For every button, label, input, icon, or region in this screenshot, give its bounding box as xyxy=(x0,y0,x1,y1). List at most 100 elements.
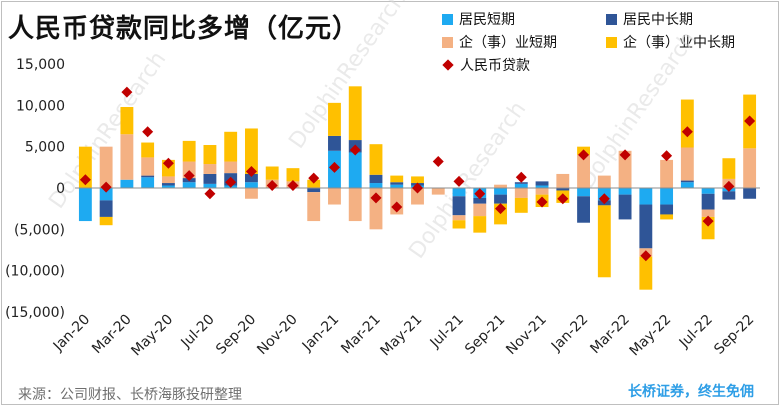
x-tick-label: Mar-22 xyxy=(587,312,633,358)
bar-segment xyxy=(535,181,549,186)
bar-segment xyxy=(141,175,155,178)
y-tick-label: (15,000) xyxy=(5,305,65,321)
loan-diamond-marker xyxy=(536,196,548,208)
loan-diamond-marker xyxy=(225,176,237,188)
bar-segment xyxy=(514,197,528,213)
bar-segment xyxy=(639,188,653,205)
bar-segment xyxy=(348,188,362,222)
loan-diamond-marker xyxy=(474,188,486,200)
legend-swatch-household-short xyxy=(442,13,453,25)
x-tick-label: Jan-22 xyxy=(548,312,591,355)
loan-diamond-marker xyxy=(204,188,216,200)
bar-segment xyxy=(743,148,757,188)
loan-diamond-marker xyxy=(412,182,423,194)
bar-segment xyxy=(535,188,549,195)
bar-segment xyxy=(328,102,341,136)
y-tick-label: (10,000) xyxy=(5,264,65,280)
bar-segment xyxy=(452,215,466,221)
bar-segment xyxy=(660,214,674,220)
bar-segment xyxy=(245,128,258,174)
x-tick-label: Mar-20 xyxy=(89,312,135,358)
y-tick-label: (5,000) xyxy=(14,222,65,238)
bar-segment xyxy=(473,216,487,233)
loan-diamond-marker xyxy=(557,193,569,205)
bar-segment xyxy=(743,188,757,199)
watermark-text: DolphinResearch xyxy=(284,0,411,153)
bar-segment xyxy=(369,174,383,184)
bar-segment xyxy=(680,147,694,181)
bar-segment xyxy=(203,173,217,184)
loan-diamond-marker xyxy=(266,180,278,192)
loan-diamond-marker xyxy=(619,149,631,161)
bar-segment xyxy=(577,154,590,188)
loan-diamond-marker xyxy=(100,181,112,193)
loan-diamond-marker xyxy=(328,161,340,173)
bar-segment xyxy=(369,183,383,188)
loan-diamond-marker xyxy=(121,86,133,98)
bar-segment xyxy=(660,159,674,188)
bar-segment xyxy=(701,188,715,194)
y-tick-label: 15,000 xyxy=(16,57,65,73)
x-tick-label: Sep-22 xyxy=(711,312,757,358)
x-tick-label: Sep-20 xyxy=(213,312,259,358)
bar-segment xyxy=(514,188,528,198)
bar-segment xyxy=(411,176,424,184)
bar-segment xyxy=(494,194,507,204)
bar-segment xyxy=(639,256,653,290)
bar-segment xyxy=(348,86,362,141)
loan-diamond-marker xyxy=(162,157,174,169)
bar-segment xyxy=(328,188,341,205)
x-tick-label: Jul-21 xyxy=(427,312,467,352)
bar-segment xyxy=(452,188,466,197)
bar-segment xyxy=(680,180,694,183)
source-note: 来源：公司财报、长桥海豚投研整理 xyxy=(18,387,242,403)
bar-segment xyxy=(120,179,134,188)
legend-label-household-long: 居民中长期 xyxy=(623,12,693,28)
legend-item-household-short: 居民短期 xyxy=(442,9,515,29)
bar-segment xyxy=(182,140,196,162)
bar-segment xyxy=(452,196,466,216)
loan-diamond-marker xyxy=(744,115,756,127)
bar-segment xyxy=(722,191,736,200)
bar-segment xyxy=(494,184,507,188)
brand-slogan: 长桥证券，终生免佣 xyxy=(628,384,754,400)
loan-diamond-marker xyxy=(723,180,735,192)
bar-segment xyxy=(161,185,175,188)
legend-swatch-corporate-short xyxy=(442,36,453,48)
loan-diamond-marker xyxy=(515,171,527,183)
legend-swatch-corporate-long xyxy=(606,36,617,48)
bar-segment xyxy=(141,157,155,176)
loan-diamond-marker xyxy=(702,215,714,227)
loan-diamond-marker xyxy=(142,126,154,138)
legend-label-rmb-loans: 人民币贷款 xyxy=(460,58,530,74)
loan-diamond-marker xyxy=(432,156,444,168)
legend-label-corporate-long: 企（事）业中长期 xyxy=(623,35,735,51)
bar-segment xyxy=(265,166,279,180)
x-tick-label: Nov-21 xyxy=(503,312,550,359)
y-tick-label: 0 xyxy=(56,181,65,197)
legend-label-household-short: 居民短期 xyxy=(459,12,515,28)
bar-segment xyxy=(660,188,674,205)
bar-segment xyxy=(722,158,736,179)
bar-segment xyxy=(99,188,113,201)
x-tick-label: Mar-21 xyxy=(338,312,384,358)
loan-diamond-marker xyxy=(453,175,465,187)
bar-segment xyxy=(161,176,175,184)
bar-segment xyxy=(660,204,674,215)
bar-segment xyxy=(161,183,175,186)
x-tick-label: May-21 xyxy=(378,312,426,360)
loan-diamond-marker xyxy=(495,203,507,215)
loan-diamond-marker xyxy=(681,126,693,138)
legend-label-corporate-short: 企（事）业短期 xyxy=(459,35,557,51)
bar-segment xyxy=(78,188,92,222)
bar-segment xyxy=(473,203,487,217)
x-tick-label: May-20 xyxy=(128,312,176,360)
bar-segment xyxy=(203,183,217,188)
bar-segment xyxy=(639,204,653,249)
x-tick-label: Jul-22 xyxy=(676,312,716,352)
bar-segment xyxy=(203,164,217,174)
x-tick-label: Nov-20 xyxy=(254,312,301,359)
legend-item-corporate-short: 企（事）业短期 xyxy=(442,32,557,52)
bar-segment xyxy=(99,200,113,217)
x-tick-label: Sep-21 xyxy=(462,312,508,358)
